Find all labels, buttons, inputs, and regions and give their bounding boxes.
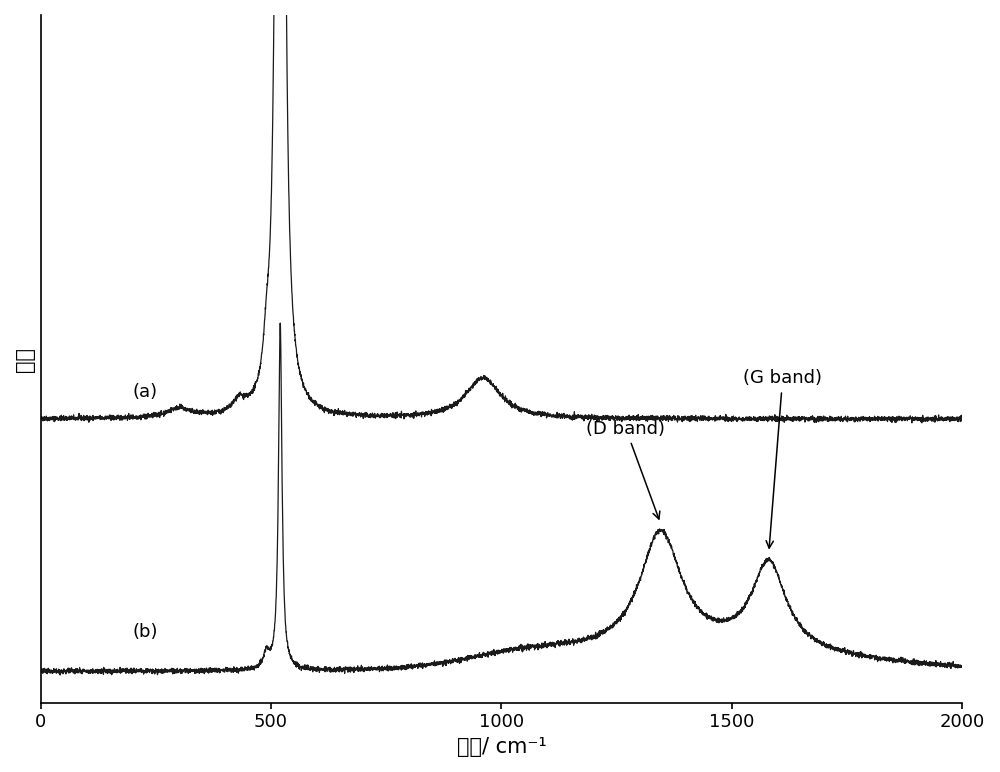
Text: (b): (b) bbox=[133, 623, 158, 641]
Text: (a): (a) bbox=[133, 383, 158, 401]
Text: (D band): (D band) bbox=[586, 420, 665, 519]
Text: (G band): (G band) bbox=[743, 370, 822, 548]
Y-axis label: 强度: 强度 bbox=[15, 347, 35, 371]
X-axis label: 波数/ cm⁻¹: 波数/ cm⁻¹ bbox=[457, 737, 546, 757]
